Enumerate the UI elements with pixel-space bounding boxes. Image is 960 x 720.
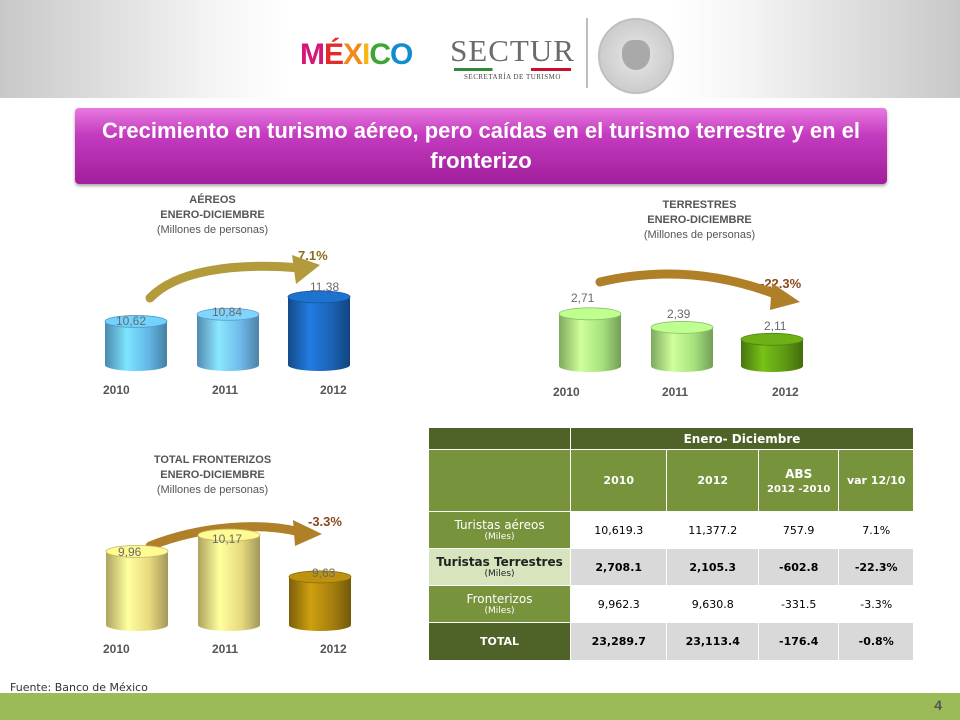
table-col-var: var 12/10 <box>838 449 914 512</box>
year-label-aereos-2010: 2010 <box>103 383 130 397</box>
table-cell: -22.3% <box>838 548 914 586</box>
table-col-2010: 2010 <box>570 449 668 512</box>
tourism-table: Enero- Diciembre 2010 2012 ABS 2012 -201… <box>427 427 914 661</box>
header-band <box>0 0 960 98</box>
table-col-abs: ABS 2012 -2010 <box>757 449 840 512</box>
coat-of-arms-icon <box>598 18 674 94</box>
change-label-terrestres: -22.3% <box>760 276 802 291</box>
bar-aereos-2011 <box>197 314 259 371</box>
bar-fronterizos-2010 <box>106 551 168 631</box>
bar-aereos-2010 <box>105 321 167 371</box>
bar-fronterizos-2011 <box>198 535 260 631</box>
bar-top-terrestres-2010 <box>558 307 622 321</box>
value-label-terrestres-2010: 2,71 <box>571 291 595 305</box>
sectur-logo: SECTUR SECRETARÍA DE TURISMO <box>450 33 575 81</box>
table-cell: 23,113.4 <box>666 622 759 661</box>
value-label-fronterizos-2011: 10,17 <box>212 532 243 546</box>
page-title: Crecimiento en turismo aéreo, pero caída… <box>101 118 861 173</box>
table-cell: 7.1% <box>838 511 914 549</box>
table-cell: -3.3% <box>838 585 914 623</box>
table-cell: 2,105.3 <box>666 548 759 586</box>
bar-terrestres-2012 <box>741 339 803 372</box>
table-cell: 757.9 <box>757 511 840 549</box>
year-label-fronterizos-2010: 2010 <box>103 642 130 656</box>
value-label-fronterizos-2010: 9,96 <box>118 545 142 559</box>
bar-terrestres-2010 <box>559 313 621 372</box>
value-label-terrestres-2012: 2,11 <box>764 319 787 333</box>
logo-divider <box>586 18 588 88</box>
table-cell: 11,377.2 <box>666 511 759 549</box>
table-row: Fronterizos (Miles) 9,962.3 9,630.8 -331.… <box>427 585 914 623</box>
chart-title-fronterizos: TOTAL FRONTERIZOS ENERO-DICIEMBRE (Millo… <box>153 454 272 496</box>
year-label-terrestres-2012: 2012 <box>772 385 799 399</box>
bar-top-fronterizos-2010 <box>105 544 169 558</box>
table-cell: 9,630.8 <box>666 585 759 623</box>
bar-top-aereos-2012 <box>287 290 351 304</box>
year-label-fronterizos-2012: 2012 <box>320 642 347 656</box>
year-label-fronterizos-2011: 2011 <box>212 642 239 656</box>
bar-top-fronterizos-2012 <box>288 570 352 584</box>
bar-aereos-2012 <box>288 296 350 371</box>
table-corner-cell-2 <box>427 449 572 512</box>
value-label-aereos-2011: 10,84 <box>212 305 243 319</box>
year-label-aereos-2012: 2012 <box>320 383 347 397</box>
table-row: Turistas Terrestres (Miles) 2,708.1 2,105… <box>427 548 914 586</box>
bar-top-terrestres-2011 <box>650 321 714 334</box>
year-label-terrestres-2010: 2010 <box>553 385 580 399</box>
value-label-aereos-2012: 11,38 <box>310 280 340 294</box>
chart-title-aereos: AÉREOS ENERO-DICIEMBRE (Millones de pers… <box>156 194 269 236</box>
bar-fronterizos-2012 <box>289 576 351 631</box>
table-cell: -0.8% <box>838 622 914 661</box>
table-row: Turistas aéreos (Miles) 10,619.3 11,377.2… <box>427 511 914 549</box>
bar-terrestres-2011 <box>651 327 713 372</box>
trend-arrow-aereos <box>145 261 305 303</box>
table-row-label: Turistas Terrestres (Miles) <box>427 548 572 586</box>
mexico-logo: MÉXICO <box>300 38 413 71</box>
table-row-label: Fronterizos (Miles) <box>427 585 572 623</box>
table-cell: 10,619.3 <box>570 511 668 549</box>
table-cell: -331.5 <box>757 585 840 623</box>
table-cell: 23,289.7 <box>570 622 668 661</box>
bar-top-terrestres-2012 <box>740 332 804 346</box>
table-total-row: TOTAL 23,289.7 23,113.4 -176.4 -0.8% <box>427 622 914 661</box>
table-group-header: Enero- Diciembre <box>570 427 914 450</box>
chart-title-terrestres: TERRESTRES ENERO-DICIEMBRE (Millones de … <box>643 199 756 241</box>
trend-arrow-fronterizos <box>145 522 305 551</box>
trend-arrow-head-terrestres <box>770 283 800 310</box>
footer-band <box>0 693 960 720</box>
year-label-terrestres-2011: 2011 <box>662 385 689 399</box>
table-total-label: TOTAL <box>427 622 572 661</box>
bar-top-aereos-2010 <box>104 315 168 328</box>
change-label-fronterizos: -3.3% <box>308 514 342 529</box>
title-banner: Crecimiento en turismo aéreo, pero caída… <box>75 108 887 184</box>
value-label-fronterizos-2012: 9,63 <box>312 566 336 580</box>
table-cell: -602.8 <box>757 548 840 586</box>
table-cell: 9,962.3 <box>570 585 668 623</box>
table-corner-cell <box>427 427 572 450</box>
trend-arrow-terrestres <box>595 269 785 301</box>
trend-arrow-head-fronterizos <box>293 520 322 546</box>
table-cell: 2,708.1 <box>570 548 668 586</box>
bar-top-fronterizos-2011 <box>197 528 261 542</box>
table-cell: -176.4 <box>757 622 840 661</box>
page-number: 4 <box>934 697 942 713</box>
value-label-terrestres-2011: 2,39 <box>667 307 691 321</box>
table-row-label: Turistas aéreos (Miles) <box>427 511 572 549</box>
change-label-aereos: 7.1% <box>298 248 328 263</box>
table-col-2012: 2012 <box>666 449 759 512</box>
year-label-aereos-2011: 2011 <box>212 383 239 397</box>
source-note: Fuente: Banco de México <box>10 681 148 694</box>
bar-top-aereos-2011 <box>196 307 260 321</box>
trend-arrow-head-aereos <box>292 255 320 284</box>
value-label-aereos-2010: 10,62 <box>116 314 147 328</box>
